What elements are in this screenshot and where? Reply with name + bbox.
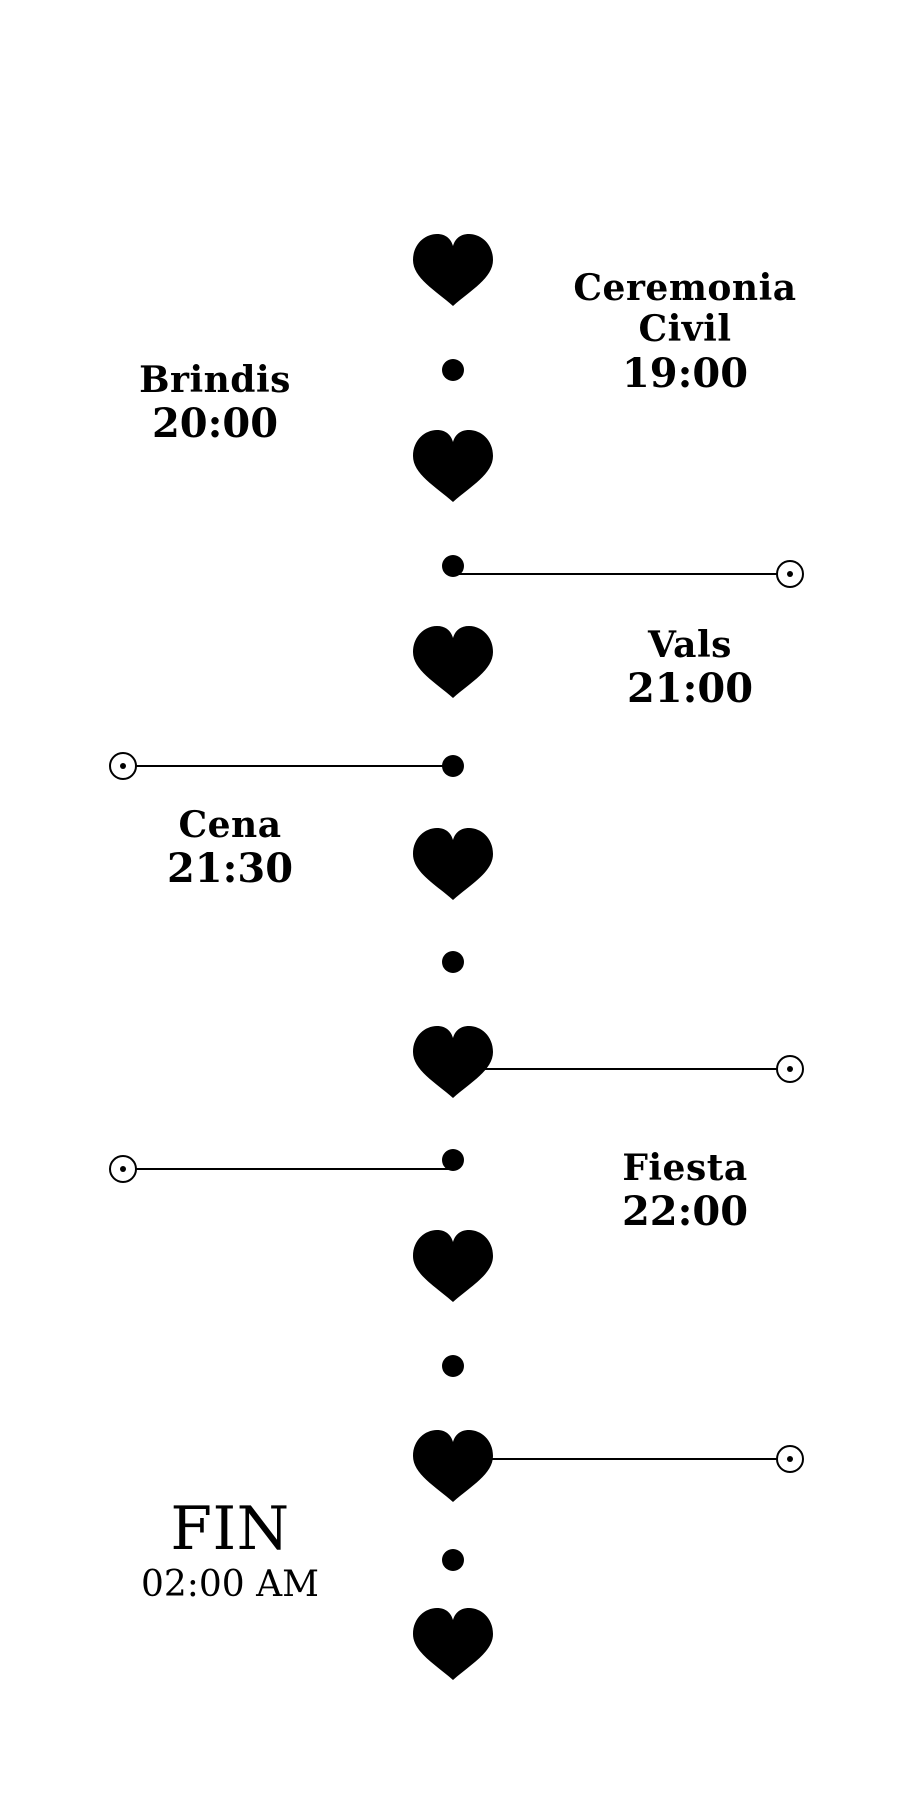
heart-icon xyxy=(413,626,493,698)
heart-icon xyxy=(413,828,493,900)
dot-icon xyxy=(442,1355,464,1377)
circle-dot-center xyxy=(120,763,126,769)
event-time: 21:00 xyxy=(626,665,754,713)
event-name: Fiesta xyxy=(622,1147,748,1189)
event-name: FIN xyxy=(170,1494,290,1564)
heart-icon xyxy=(413,1230,493,1302)
heart-icon xyxy=(413,1430,493,1502)
event-fin: FIN 02:00 AM xyxy=(70,1494,390,1606)
event-name: Cena xyxy=(178,804,282,846)
dot-icon xyxy=(442,951,464,973)
event-name: Ceremonia Civil xyxy=(573,267,797,351)
event-time: 20:00 xyxy=(151,400,279,448)
event-brindis: Brindis 20:00 xyxy=(55,359,375,448)
dot-icon xyxy=(442,755,464,777)
event-name: Brindis xyxy=(139,359,291,401)
event-time: 19:00 xyxy=(621,349,749,397)
dot-icon xyxy=(442,1549,464,1571)
event-time: 22:00 xyxy=(621,1188,749,1236)
dot-icon xyxy=(442,555,464,577)
heart-icon xyxy=(413,1608,493,1680)
circle-dot-center xyxy=(787,571,793,577)
circle-dot-center xyxy=(787,1066,793,1072)
event-time: 02:00 AM xyxy=(140,1564,320,1605)
heart-icon xyxy=(413,430,493,502)
circle-dot-center xyxy=(120,1166,126,1172)
event-name: Vals xyxy=(648,624,732,666)
event-ceremonia-civil: Ceremonia Civil 19:00 xyxy=(525,267,845,397)
event-vals: Vals 21:00 xyxy=(530,624,850,713)
dot-icon xyxy=(442,1149,464,1171)
event-fiesta: Fiesta 22:00 xyxy=(525,1147,845,1236)
event-time: 21:30 xyxy=(166,845,294,893)
event-cena: Cena 21:30 xyxy=(70,804,390,893)
heart-icon xyxy=(413,1026,493,1098)
circle-dot-center xyxy=(787,1456,793,1462)
dot-icon xyxy=(442,359,464,381)
heart-icon xyxy=(413,234,493,306)
